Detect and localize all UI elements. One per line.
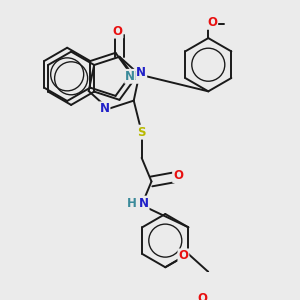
Text: S: S xyxy=(137,126,146,139)
Text: O: O xyxy=(197,292,207,300)
Text: N: N xyxy=(139,197,148,210)
Text: O: O xyxy=(178,249,188,262)
Text: O: O xyxy=(207,16,217,29)
Text: H: H xyxy=(127,197,137,210)
Text: O: O xyxy=(112,25,122,38)
Text: N: N xyxy=(100,102,110,115)
Text: O: O xyxy=(173,169,183,182)
Text: NH: NH xyxy=(125,70,145,83)
Text: N: N xyxy=(136,66,146,79)
